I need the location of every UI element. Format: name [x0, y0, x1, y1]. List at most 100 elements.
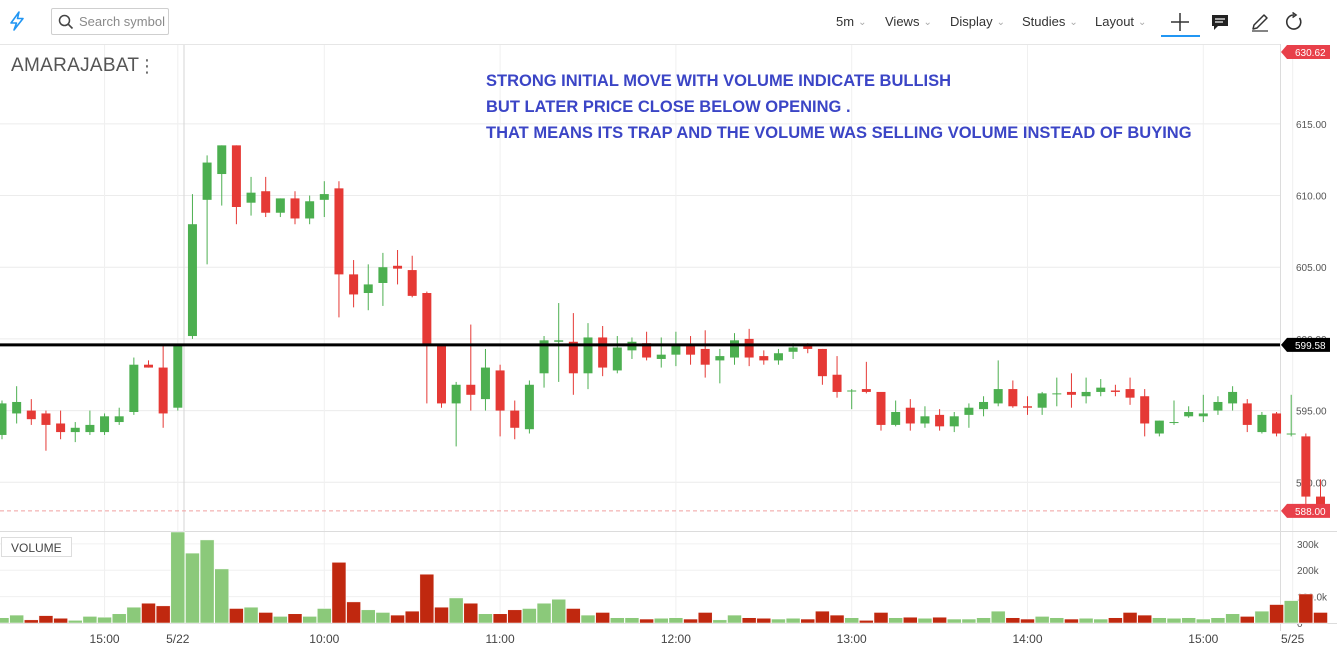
chevron-down-icon: ⌄: [996, 17, 1006, 28]
volume-bar: [1181, 617, 1196, 624]
trendline-price-text: 599.58: [1295, 341, 1326, 352]
pencil-icon[interactable]: [1249, 11, 1271, 33]
candle-body: [1008, 389, 1018, 407]
candle-body: [70, 427, 80, 433]
volume-bar: [463, 602, 479, 624]
candle-body: [12, 401, 22, 414]
candle-body: [1272, 413, 1282, 434]
candle-body: [1066, 391, 1076, 395]
more-vertical-icon[interactable]: ⋮: [138, 56, 156, 76]
time-tick-label: 10:00: [309, 632, 339, 646]
layout-menu[interactable]: Layout ⌄: [1095, 14, 1146, 29]
candle-body: [1023, 406, 1032, 408]
last-price-text: 588.00: [1295, 507, 1326, 518]
volume-bar: [141, 602, 156, 624]
volume-bar: [785, 618, 801, 624]
volume-bar: [1137, 614, 1152, 624]
candle-body: [715, 356, 725, 361]
volume-bar: [844, 617, 859, 624]
volume-bar: [361, 609, 376, 624]
candle-body: [1242, 403, 1252, 425]
candle-body: [1286, 433, 1296, 435]
volume-bar: [287, 613, 303, 624]
search-icon: [58, 14, 74, 30]
candle-body: [407, 270, 417, 296]
candle-body: [26, 410, 36, 420]
candle-body: [539, 340, 549, 374]
volume-bar: [24, 619, 39, 624]
volume-bar: [1166, 618, 1182, 624]
active-tool-underline: [1161, 35, 1200, 37]
volume-bar: [990, 610, 1006, 624]
volume-bar: [199, 539, 215, 624]
candle-body: [495, 370, 505, 411]
candle-body: [158, 367, 168, 414]
candle-body: [451, 384, 461, 404]
candle-body: [1257, 414, 1267, 433]
crosshair-icon[interactable]: [1169, 11, 1191, 33]
volume-bar: [82, 616, 98, 624]
candle-body: [334, 188, 344, 275]
candle-body: [583, 337, 593, 374]
volume-bar: [1298, 593, 1314, 624]
candle-body: [1125, 389, 1135, 398]
volume-bar: [829, 614, 845, 624]
last-price-badge: [1281, 503, 1330, 518]
volume-bar: [947, 618, 962, 624]
price-tick-label: 610.00: [1296, 192, 1327, 203]
volume-bar: [961, 618, 977, 624]
volume-bar: [1240, 616, 1255, 624]
candle-body: [1198, 413, 1208, 417]
comment-icon[interactable]: [1209, 11, 1231, 33]
interval-dropdown[interactable]: 5m ⌄: [836, 14, 866, 29]
candle-body: [1037, 393, 1047, 408]
top-price-badge: [1281, 45, 1330, 59]
candle-body: [598, 337, 608, 368]
search-box[interactable]: [51, 8, 169, 35]
volume-bar: [170, 531, 186, 624]
volume-bar: [1005, 617, 1021, 624]
candle-body: [612, 347, 622, 371]
volume-bar: [888, 617, 903, 624]
volume-bar: [566, 608, 581, 624]
volume-bar: [126, 606, 142, 624]
price-tick-label: 595.00: [1296, 407, 1327, 418]
candle-body: [847, 390, 857, 392]
candle-body: [144, 364, 153, 368]
candle-body: [759, 356, 769, 361]
annotation-line: THAT MEANS ITS TRAP AND THE VOLUME WAS S…: [486, 124, 1192, 142]
candle-body: [1228, 391, 1238, 404]
lightning-bolt-icon[interactable]: [6, 10, 28, 32]
volume-bar: [976, 617, 991, 624]
volume-bar: [331, 562, 347, 624]
views-menu[interactable]: Views ⌄: [885, 14, 932, 29]
volume-bar: [859, 620, 874, 624]
display-menu[interactable]: Display ⌄: [950, 14, 1005, 29]
candle-body: [231, 145, 241, 207]
studies-menu[interactable]: Studies ⌄: [1022, 14, 1078, 29]
candle-body: [41, 413, 51, 425]
volume-bar: [815, 610, 830, 624]
volume-bar: [580, 614, 596, 624]
candle-body: [114, 416, 124, 423]
volume-bar: [492, 613, 508, 624]
symbol-title: AMARAJABAT: [11, 55, 140, 76]
refresh-icon[interactable]: [1283, 11, 1305, 33]
volume-bar: [419, 573, 435, 624]
candle-body: [363, 284, 373, 294]
volume-bar: [1269, 604, 1284, 624]
volume-label[interactable]: VOLUME: [1, 537, 72, 557]
chart-annotation: STRONG INITIAL MOVE WITH VOLUME INDICATE…: [486, 68, 1192, 146]
volume-bar: [522, 608, 537, 624]
chevron-down-icon: ⌄: [858, 17, 867, 28]
volume-tick-label: 200k: [1297, 566, 1320, 577]
volume-bar: [1196, 618, 1211, 624]
search-input[interactable]: [79, 12, 165, 31]
candle-body: [85, 424, 95, 433]
candle-body: [671, 344, 681, 355]
volume-bar: [1254, 610, 1270, 624]
trendline-price-badge: [1281, 337, 1330, 352]
volume-bar: [434, 606, 449, 624]
candle-body: [700, 348, 710, 365]
